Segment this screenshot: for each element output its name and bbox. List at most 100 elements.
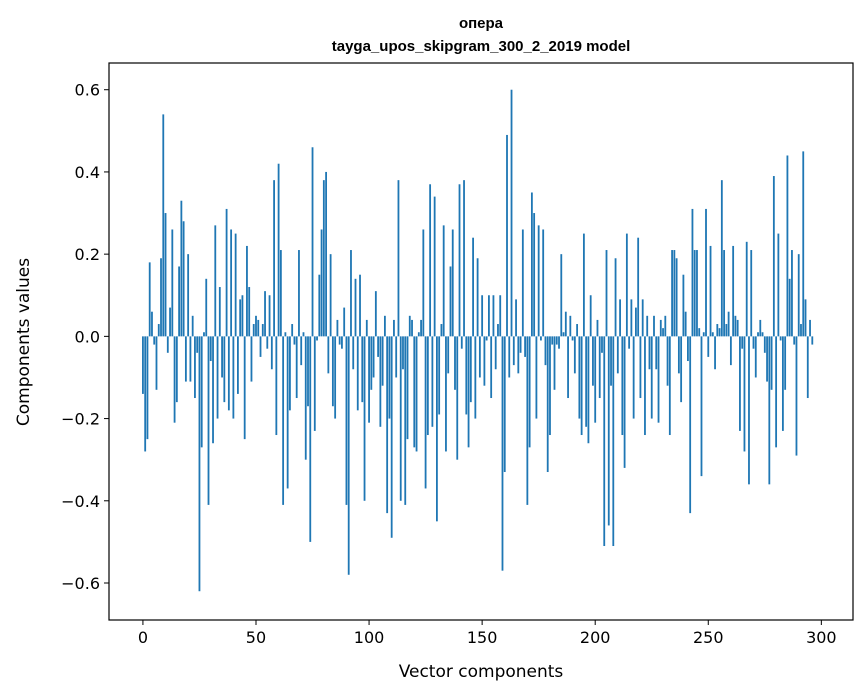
bar — [666, 336, 669, 386]
bar — [408, 315, 411, 337]
bar — [293, 336, 296, 345]
bar — [474, 336, 477, 419]
plot-frame — [108, 62, 854, 621]
bar — [259, 336, 262, 357]
bar — [300, 336, 303, 366]
bar — [605, 250, 608, 337]
x-tick-label: 50 — [246, 628, 266, 647]
y-tick-label: 0.0 — [75, 327, 100, 346]
y-tick-label: −0.6 — [61, 574, 100, 593]
bar — [585, 336, 588, 427]
bar — [264, 291, 266, 337]
bar — [350, 250, 352, 337]
bar — [374, 291, 377, 337]
bar — [750, 250, 753, 337]
bar — [261, 324, 264, 337]
bar — [386, 336, 389, 514]
bar — [811, 336, 814, 345]
bar — [659, 319, 662, 337]
bar — [187, 254, 190, 337]
bar — [318, 274, 321, 337]
bar — [467, 336, 470, 448]
bar — [383, 315, 386, 337]
bar — [284, 332, 287, 337]
bar — [544, 336, 547, 366]
bar — [476, 258, 479, 337]
bar — [352, 336, 355, 370]
bar — [517, 336, 520, 374]
bar — [804, 299, 807, 337]
bar — [347, 336, 350, 575]
bar — [741, 336, 744, 349]
bar — [331, 336, 334, 407]
bar — [682, 274, 685, 337]
bar — [623, 336, 626, 468]
bar — [169, 307, 171, 337]
bar — [465, 336, 468, 415]
bar — [770, 336, 773, 390]
bar — [189, 336, 192, 382]
bar — [298, 250, 300, 337]
bar — [252, 324, 255, 337]
bar — [646, 315, 649, 337]
bar — [524, 336, 526, 357]
bar — [639, 336, 642, 399]
bar — [528, 336, 531, 448]
bar — [402, 336, 404, 370]
bar — [625, 233, 628, 337]
bar — [178, 266, 181, 337]
bar — [223, 336, 226, 403]
bar — [436, 336, 438, 522]
bar — [266, 336, 269, 349]
bar — [612, 336, 615, 547]
bar — [650, 336, 653, 419]
bar — [390, 336, 393, 538]
bar — [239, 299, 242, 337]
bar — [406, 336, 409, 440]
bar — [381, 336, 384, 386]
bar — [680, 336, 683, 403]
bar — [313, 336, 316, 431]
bar — [601, 336, 603, 353]
bar — [295, 336, 298, 399]
bar — [162, 114, 165, 337]
x-tick-label: 200 — [580, 628, 611, 647]
bar — [632, 336, 635, 419]
bar — [469, 336, 472, 403]
bar — [662, 328, 664, 337]
bar — [359, 274, 361, 337]
bar — [754, 336, 757, 378]
bar — [372, 336, 375, 378]
y-axis-label: Components values — [14, 258, 34, 426]
bar — [567, 336, 569, 399]
bar — [684, 311, 687, 337]
bar — [720, 180, 723, 337]
bar — [664, 315, 667, 337]
bar — [494, 336, 497, 370]
bar — [607, 336, 610, 526]
bar — [558, 336, 560, 349]
bar — [449, 266, 452, 337]
bar — [693, 250, 696, 337]
bar — [442, 225, 445, 337]
bar — [725, 324, 728, 337]
bar — [533, 213, 536, 337]
bar — [420, 319, 422, 337]
bar — [440, 324, 443, 337]
bar — [404, 336, 407, 505]
bar — [257, 319, 260, 337]
bar — [580, 336, 583, 436]
bar — [230, 229, 233, 337]
bar — [587, 336, 590, 444]
bars-group — [142, 89, 814, 592]
bar — [551, 336, 554, 345]
bar — [763, 336, 766, 353]
bar — [752, 336, 755, 349]
bar — [395, 336, 398, 378]
bar — [483, 336, 486, 386]
bar — [250, 336, 253, 382]
bar — [472, 237, 474, 337]
bar — [515, 299, 517, 337]
bar — [445, 336, 447, 452]
y-tick-label: 0.4 — [75, 163, 100, 182]
